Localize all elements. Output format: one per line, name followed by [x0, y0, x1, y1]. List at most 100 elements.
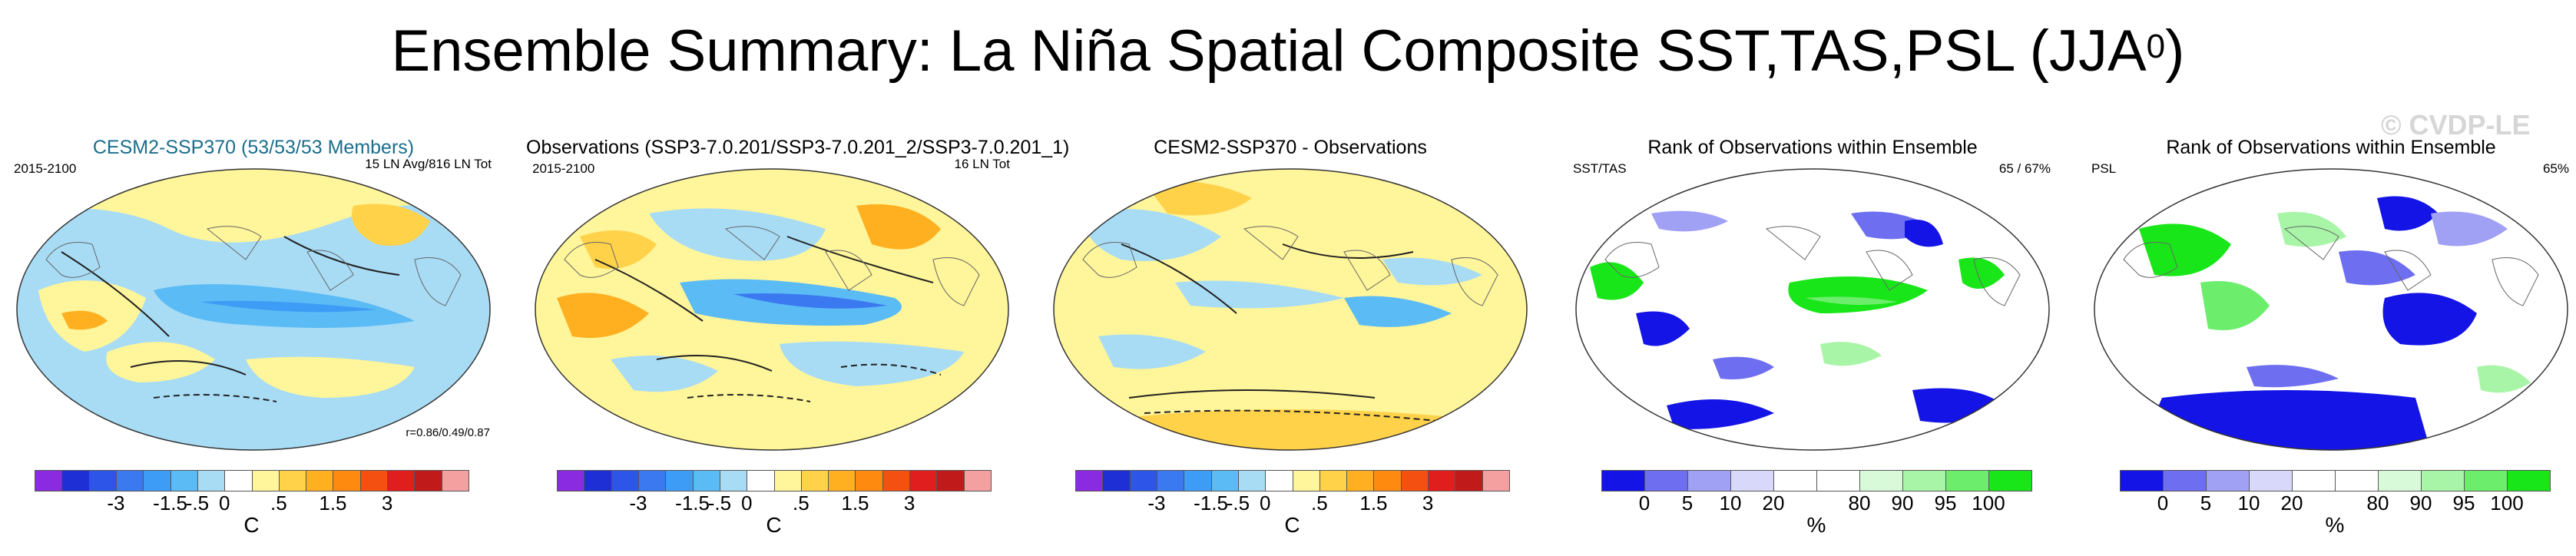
colorbar-tick-label: -3 — [1147, 491, 1166, 515]
colorbar-swatch — [61, 470, 90, 491]
colorbar-swatch — [909, 470, 938, 491]
percent-label: 65 / 67% — [1998, 161, 2051, 176]
colorbar-tick-label: 90 — [1891, 491, 1914, 515]
colorbar-swatch — [2378, 470, 2422, 491]
colorbar-swatch — [1902, 470, 1946, 491]
event-count-label: 15 LN Avg/816 LN Tot — [365, 157, 492, 171]
colorbar-tick-label: 1.5 — [319, 491, 347, 515]
map-rank-psl — [2093, 167, 2569, 452]
colorbar-swatch — [2120, 470, 2164, 491]
colorbar-1 — [35, 470, 469, 493]
colorbar-swatch — [1687, 470, 1731, 491]
field-label: SST/TAS — [1573, 161, 1627, 176]
colorbar-tick-label: 100 — [2490, 491, 2524, 515]
colorbar-swatch — [1346, 470, 1375, 491]
colorbar-swatch — [855, 470, 883, 491]
colorbar-tick-label: 10 — [2237, 491, 2260, 515]
colorbar-swatch — [387, 470, 416, 491]
colorbar-tick-label: 0 — [1638, 491, 1651, 515]
colorbar-swatch — [1455, 470, 1483, 491]
colorbar-swatch — [692, 470, 720, 491]
colorbar-tick-label: -.5 — [1226, 491, 1250, 515]
colorbar-swatch — [2292, 470, 2336, 491]
colorbar-tick-label: 80 — [2366, 491, 2389, 515]
percent-label: 65% — [2542, 161, 2569, 176]
map-model-svg — [16, 168, 491, 451]
colorbar-tick-label: 20 — [2280, 491, 2303, 515]
panel-model-composite: CESM2-SSP370 (53/53/53 Members) 2015-210… — [8, 131, 499, 453]
colorbar-swatch — [143, 470, 171, 491]
colorbar-swatch — [359, 470, 389, 491]
pattern-correlation: r=0.86/0.49/0.87 — [406, 426, 490, 439]
colorbar-swatch — [1601, 470, 1645, 491]
colorbar-swatch — [414, 470, 442, 491]
colorbar-swatch — [1428, 470, 1456, 491]
colorbar-tick-label: -.5 — [185, 491, 210, 515]
colorbar-tick-label: 20 — [1762, 491, 1785, 515]
colorbar-swatch — [719, 470, 748, 491]
colorbar-swatch — [828, 470, 856, 491]
panel-title: CESM2-SSP370 - Observations — [1154, 137, 1427, 158]
colorbar-swatch — [2335, 470, 2379, 491]
colorbar-swatch — [278, 470, 307, 491]
colorbar-tick-label: .5 — [270, 491, 287, 515]
colorbar-tick-label: .5 — [792, 491, 810, 515]
colorbar-swatch — [1730, 470, 1774, 491]
colorbar-tick-label: -1.5 — [1194, 491, 1228, 515]
main-title: Ensemble Summary: La Niña Spatial Compos… — [0, 17, 2576, 86]
colorbar-swatch — [333, 470, 361, 491]
colorbar-tick-label: 3 — [1422, 491, 1434, 515]
map-observations — [534, 167, 1010, 452]
colorbar-5 — [2120, 470, 2551, 493]
colorbar-swatch — [611, 470, 639, 491]
colorbar-swatch — [1816, 470, 1860, 491]
period-label: 2015-2100 — [14, 161, 77, 176]
colorbar-swatch — [1859, 470, 1903, 491]
colorbar-swatch — [1292, 470, 1320, 491]
panel-difference: CESM2-SSP370 - Observations — [1045, 131, 1536, 453]
colorbar-unit-label: C — [766, 513, 782, 537]
colorbar-swatch — [2249, 470, 2293, 491]
colorbar-swatch — [2507, 470, 2551, 491]
map-difference — [1052, 167, 1528, 452]
colorbar-tick-label: -3 — [107, 491, 125, 515]
map-model — [15, 167, 492, 452]
colorbar-swatch — [963, 470, 992, 491]
colorbar-swatch — [2163, 470, 2207, 491]
colorbar-swatch — [441, 470, 469, 491]
colorbar-swatch — [170, 470, 198, 491]
colorbar-swatch — [1265, 470, 1293, 491]
map-rank-sst-tas-svg — [1575, 168, 2050, 451]
colorbar-tick-label: 3 — [903, 491, 916, 515]
colorbar-swatch — [665, 470, 694, 491]
colorbar-swatch — [1210, 470, 1239, 491]
colorbar-swatch — [1237, 470, 1266, 491]
colorbar-swatch — [936, 470, 965, 491]
colorbar-swatch — [1184, 470, 1212, 491]
colorbar-tick-label: -1.5 — [153, 491, 187, 515]
colorbar-tick-label: -1.5 — [675, 491, 710, 515]
colorbar-swatch — [2206, 470, 2250, 491]
colorbar-unit-label: % — [2325, 513, 2345, 537]
colorbar-tick-label: 1.5 — [1359, 491, 1388, 515]
colorbar-tick-label: 0 — [740, 491, 753, 515]
colorbar-tick-label: 100 — [1972, 491, 2005, 515]
colorbar-swatch — [1156, 470, 1185, 491]
colorbar-tick-label: .5 — [1310, 491, 1328, 515]
map-observations-svg — [535, 168, 1009, 451]
colorbar-tick-label: 0 — [218, 491, 230, 515]
colorbar-swatch — [1400, 470, 1429, 491]
panel-rank-sst-tas: Rank of Observations within Ensemble SST… — [1567, 131, 2058, 453]
colorbar-unit-label: C — [243, 513, 260, 537]
colorbar-swatch — [88, 470, 117, 491]
colorbar-tick-label: 1.5 — [841, 491, 869, 515]
colorbar-tick-label: 95 — [2452, 491, 2475, 515]
main-title-superscript: 0 — [2146, 28, 2166, 65]
colorbar-swatch — [2421, 470, 2465, 491]
watermark: © CVDP-LE — [2381, 109, 2531, 141]
colorbar-swatch — [115, 470, 144, 491]
colorbar-swatch — [1945, 470, 1989, 491]
period-label: 2015-2100 — [532, 161, 595, 176]
colorbar-3 — [1075, 470, 1510, 493]
colorbar-swatch — [637, 470, 667, 491]
